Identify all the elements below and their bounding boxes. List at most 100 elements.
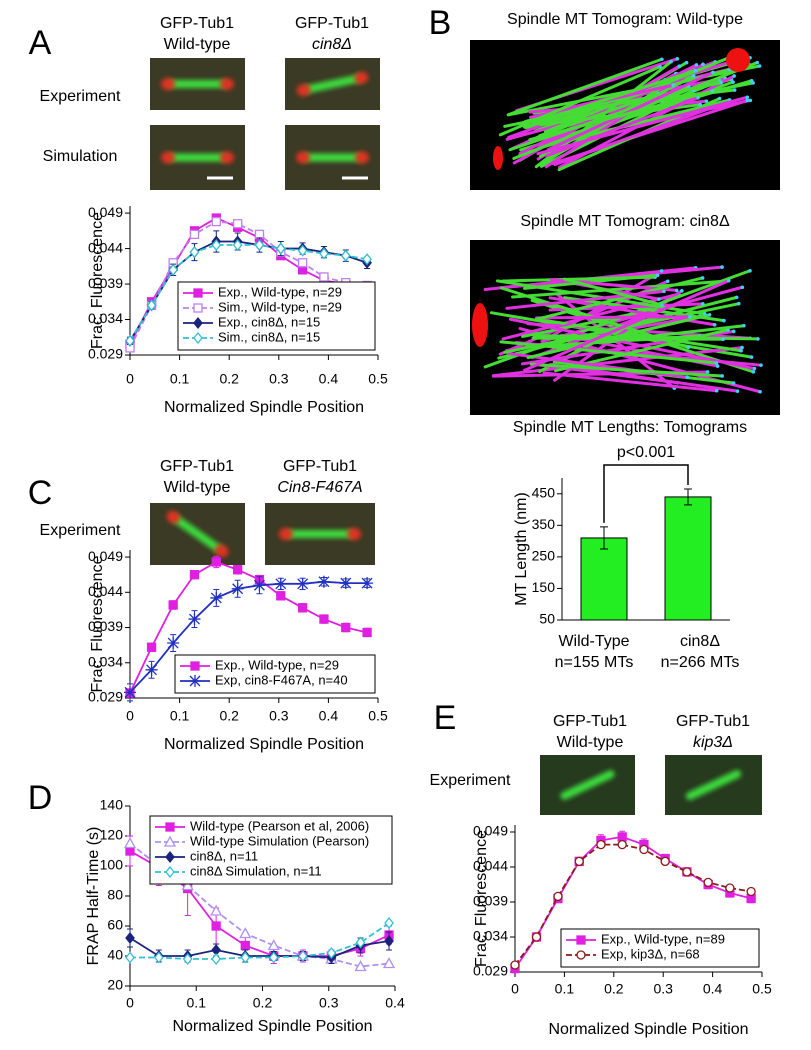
- data-point: [211, 952, 221, 966]
- y-tick-label: 0.049: [88, 204, 123, 220]
- data-point: [254, 238, 265, 252]
- mt-tip: [715, 364, 720, 368]
- data-point: [297, 258, 308, 268]
- spindle-pole: [219, 151, 234, 164]
- data-point: [319, 614, 329, 624]
- significance-label: p<0.001: [617, 444, 675, 461]
- chart-title: Spindle MT Lengths: Tomograms: [513, 419, 747, 436]
- data-point: [639, 844, 649, 855]
- spindle: [161, 78, 234, 90]
- y-tick-label: 80: [107, 887, 123, 903]
- spindle-pole: [296, 84, 311, 97]
- mt-tip: [705, 370, 710, 374]
- mt-tip: [749, 78, 754, 83]
- image-row-label: Experiment: [430, 772, 511, 789]
- data-point: [124, 686, 136, 699]
- data-point: [339, 577, 352, 590]
- mt-tip: [748, 98, 753, 103]
- data-point: [153, 951, 164, 964]
- x-tick-label: 0.4: [319, 708, 339, 724]
- microtubule: [553, 101, 727, 167]
- spindle: [278, 528, 362, 540]
- data-point: [362, 627, 372, 638]
- data-point: [188, 613, 201, 626]
- data-point: [193, 331, 203, 345]
- y-tick-label: 0.049: [473, 823, 508, 839]
- spindle-pole: [354, 71, 369, 84]
- y-tick-label: 120: [100, 827, 124, 843]
- data-point: [317, 575, 330, 588]
- data-point: [210, 591, 223, 604]
- series-line: [129, 842, 390, 968]
- spindle-pole: [726, 48, 750, 72]
- x-tick-label: 0.2: [604, 981, 624, 997]
- mt-tip: [680, 288, 684, 293]
- mt-tip: [665, 279, 670, 284]
- y-tick-label: 0.039: [88, 275, 123, 291]
- data-point: [211, 921, 221, 931]
- legend-label: Exp., Wild-type, n=89: [601, 931, 725, 946]
- mt-tip: [711, 70, 715, 75]
- mt-tip: [748, 268, 752, 273]
- panel-letter: D: [28, 779, 53, 817]
- x-tick-label: 0.3: [653, 981, 673, 997]
- x-tick-label: 0.2: [219, 371, 239, 387]
- spindle-pole: [166, 510, 181, 524]
- spindle-pole: [493, 146, 503, 170]
- legend-label: cin8Δ Simulation, n=11: [190, 863, 322, 878]
- data-point: [125, 846, 135, 856]
- image-header: GFP-Tub1: [676, 713, 750, 730]
- data-point: [211, 557, 221, 567]
- data-point: [163, 835, 177, 847]
- x-tick-label: 0.5: [752, 981, 772, 997]
- data-point: [382, 957, 396, 969]
- mt-tip: [688, 314, 692, 319]
- microtubule: [528, 89, 714, 142]
- image-header: GFP-Tub1: [283, 458, 357, 475]
- y-tick-label: 0.044: [88, 583, 123, 599]
- data-point: [746, 886, 756, 897]
- microtubule: [506, 57, 664, 117]
- y-tick-label: 100: [100, 857, 124, 873]
- image-header: Wild-type: [557, 734, 624, 751]
- data-point: [165, 865, 175, 879]
- data-point: [574, 856, 584, 867]
- tomogram: [470, 40, 780, 190]
- data-point: [703, 877, 713, 888]
- y-tick-label: 0.039: [88, 618, 123, 634]
- data-point: [682, 867, 692, 877]
- mt-tip: [732, 74, 736, 78]
- y-tick-label: 0.034: [473, 928, 508, 944]
- data-point: [125, 931, 135, 945]
- image-row-label: Experiment: [40, 88, 121, 105]
- data-point: [268, 951, 279, 964]
- y-tick-label: 20: [107, 977, 123, 993]
- microtubule: [563, 277, 664, 307]
- legend-box: [174, 654, 376, 694]
- mt-tip: [712, 322, 717, 327]
- mt-tip: [700, 276, 705, 280]
- data-point: [193, 316, 203, 330]
- data-point: [384, 934, 394, 948]
- data-point: [617, 832, 627, 842]
- mt-tip: [660, 57, 664, 62]
- mt-tip: [684, 60, 689, 65]
- legend-label: Sim., cin8Δ, n=15: [218, 329, 320, 344]
- image-header: kip3Δ: [693, 734, 733, 751]
- mt-tip: [714, 388, 719, 393]
- data-point: [617, 839, 627, 850]
- error-bar: [684, 488, 692, 506]
- legend-label: Wild-type (Pearson et al, 2006): [190, 818, 369, 833]
- data-point: [181, 879, 194, 891]
- x-tick-label: Wild-Type: [558, 633, 629, 650]
- mt-tip: [739, 348, 743, 353]
- mt-tip: [675, 57, 680, 61]
- panel-letter: B: [429, 4, 452, 42]
- mt-tip: [686, 345, 691, 350]
- microtubule: [508, 317, 756, 371]
- spindle-pole: [472, 303, 488, 347]
- micrograph: [150, 503, 245, 565]
- data-point: [576, 950, 586, 960]
- panel-letter: E: [434, 699, 457, 737]
- data-point: [275, 242, 286, 255]
